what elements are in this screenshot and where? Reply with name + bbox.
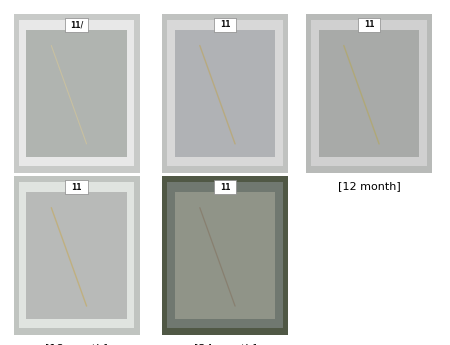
Text: 11: 11 — [220, 183, 230, 191]
Text: 11: 11 — [71, 183, 82, 191]
Text: [24 month]: [24 month] — [194, 344, 256, 345]
Bar — [175, 30, 275, 157]
Text: 11/: 11/ — [70, 20, 83, 29]
Bar — [214, 180, 236, 194]
Bar — [319, 30, 419, 157]
Bar — [65, 180, 88, 194]
Text: [0 hr]: [0 hr] — [61, 181, 92, 191]
Bar — [26, 192, 127, 319]
Text: 11: 11 — [220, 20, 230, 29]
Text: [6 month]: [6 month] — [197, 181, 253, 191]
Text: [18 month]: [18 month] — [45, 344, 108, 345]
Bar — [175, 192, 275, 319]
Bar — [214, 18, 236, 32]
Bar — [65, 18, 88, 32]
Bar — [26, 30, 127, 157]
Text: 11: 11 — [364, 20, 374, 29]
Text: [12 month]: [12 month] — [338, 181, 400, 191]
Bar — [358, 18, 380, 32]
